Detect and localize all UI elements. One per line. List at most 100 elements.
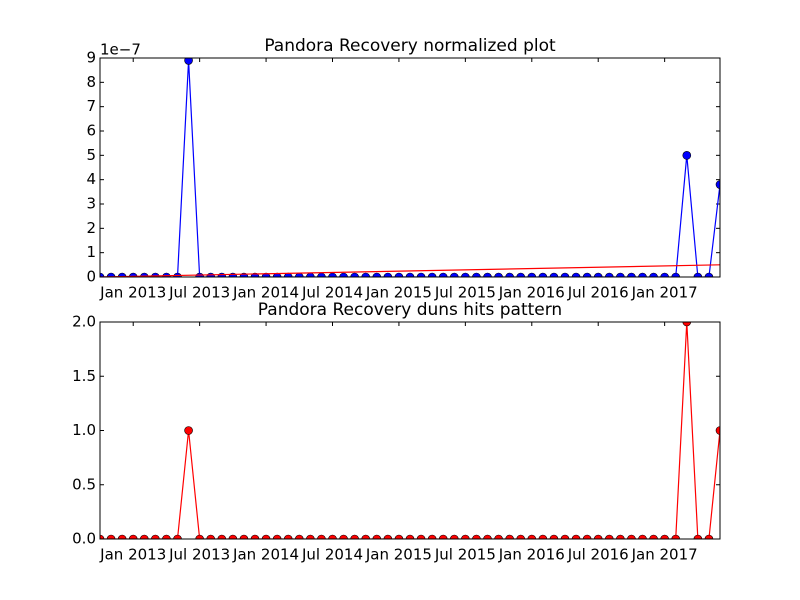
marker <box>704 534 714 539</box>
marker <box>682 151 692 160</box>
marker <box>604 272 614 277</box>
marker <box>128 534 138 539</box>
marker <box>372 272 382 277</box>
marker <box>195 534 204 539</box>
marker <box>671 534 681 539</box>
marker <box>649 272 658 277</box>
marker <box>206 534 216 539</box>
marker <box>151 534 160 539</box>
marker <box>483 534 492 539</box>
marker <box>538 534 548 539</box>
x-tick-label: Jan 2013 <box>99 546 166 564</box>
marker <box>527 272 537 277</box>
marker <box>184 426 193 435</box>
y-tick-label: 7 <box>86 97 96 115</box>
marker <box>538 272 548 277</box>
x-tick-label: Jul 2016 <box>567 284 629 302</box>
marker <box>682 322 692 327</box>
y-tick-label: 2 <box>86 219 96 237</box>
x-tick-label: Jul 2013 <box>168 284 230 302</box>
marker <box>272 534 282 539</box>
marker <box>604 534 614 539</box>
y-tick-label: 1.5 <box>72 367 96 385</box>
marker <box>494 534 503 539</box>
y-tick-label: 8 <box>86 73 96 91</box>
offset-label: 1e−7 <box>100 41 141 59</box>
y-tick-label: 4 <box>86 170 96 188</box>
marker <box>100 534 105 539</box>
marker <box>317 534 326 539</box>
marker <box>283 534 293 539</box>
marker <box>449 272 459 277</box>
marker <box>361 534 371 539</box>
marker <box>483 272 492 277</box>
marker <box>649 534 658 539</box>
marker <box>494 272 503 277</box>
marker <box>394 534 404 539</box>
x-tick-label: Jan 2016 <box>498 546 565 564</box>
y-tick-label: 0.0 <box>72 530 96 548</box>
x-tick-label: Jan 2014 <box>232 284 299 302</box>
marker <box>184 58 193 65</box>
marker <box>516 534 526 539</box>
marker <box>593 534 603 539</box>
marker <box>693 272 703 277</box>
x-tick-label: Jul 2014 <box>301 284 363 302</box>
x-tick-label: Jan 2017 <box>631 546 698 564</box>
marker <box>571 272 581 277</box>
marker <box>217 534 227 539</box>
marker <box>261 534 271 539</box>
marker <box>383 272 393 277</box>
axes-title: Pandora Recovery normalized plot <box>264 36 556 56</box>
marker <box>582 534 592 539</box>
marker <box>250 534 260 539</box>
marker <box>339 272 348 277</box>
marker <box>416 272 426 277</box>
x-tick-label: Jul 2013 <box>168 546 230 564</box>
marker <box>394 272 404 277</box>
marker <box>427 534 437 539</box>
y-tick-label: 1.0 <box>72 421 96 439</box>
marker <box>527 534 537 539</box>
marker <box>660 534 669 539</box>
marker <box>294 534 304 539</box>
series-line <box>100 322 720 539</box>
marker <box>627 534 636 539</box>
x-tick-label: Jan 2014 <box>232 546 299 564</box>
marker <box>671 272 681 277</box>
marker <box>571 534 581 539</box>
marker <box>516 272 526 277</box>
x-tick-label: Jul 2015 <box>434 284 496 302</box>
marker <box>106 534 116 539</box>
marker <box>693 534 703 539</box>
series-line <box>100 264 720 277</box>
marker <box>461 272 470 277</box>
marker <box>560 272 570 277</box>
marker <box>505 272 514 277</box>
marker <box>449 534 459 539</box>
marker <box>593 272 603 277</box>
series-line <box>100 60 720 277</box>
marker <box>704 272 714 277</box>
marker <box>239 534 249 539</box>
marker <box>339 534 348 539</box>
marker <box>472 534 481 539</box>
axes-frame <box>99 321 721 540</box>
x-tick-label: Jan 2016 <box>498 284 565 302</box>
marker <box>100 272 105 277</box>
y-tick-label: 1 <box>86 243 96 261</box>
y-tick-label: 0.5 <box>72 475 96 493</box>
marker <box>582 272 592 277</box>
marker <box>328 534 337 539</box>
x-tick-label: Jan 2015 <box>365 546 432 564</box>
marker <box>438 272 448 277</box>
marker <box>162 534 171 539</box>
marker <box>549 534 559 539</box>
marker <box>627 272 636 277</box>
y-tick-label: 0 <box>86 268 96 286</box>
marker <box>616 272 625 277</box>
marker <box>638 534 647 539</box>
marker <box>306 534 315 539</box>
marker <box>173 534 182 539</box>
